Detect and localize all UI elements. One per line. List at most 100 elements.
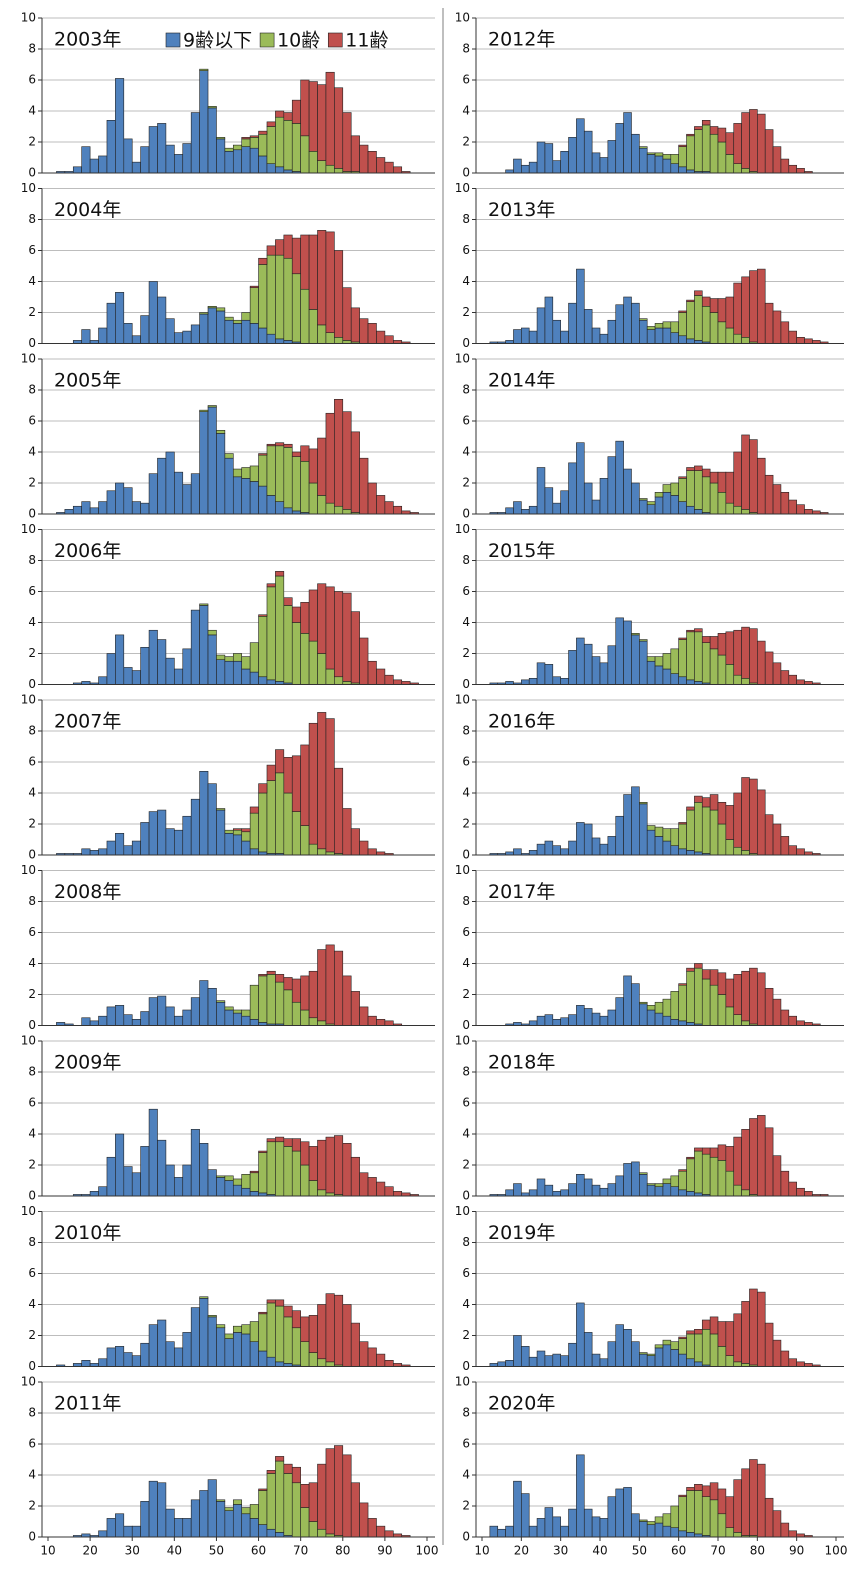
y-tick-label: 6 [28, 243, 36, 257]
bar [190, 609, 200, 685]
bar [384, 1020, 394, 1026]
bar [686, 301, 695, 340]
bar [131, 1018, 141, 1026]
y-tick-label: 4 [28, 1297, 36, 1311]
bar [749, 270, 758, 343]
bar [81, 501, 91, 515]
bar [207, 106, 217, 109]
y-tick-label: 8 [28, 1406, 36, 1420]
bar [325, 164, 335, 174]
bar [583, 1332, 593, 1367]
bar [393, 505, 403, 515]
bar [646, 1183, 656, 1186]
bar [733, 123, 742, 165]
bar [607, 319, 617, 344]
y-tick-label: 4 [28, 956, 36, 970]
bar [646, 152, 656, 155]
bar [81, 329, 91, 344]
bar [513, 1183, 522, 1197]
bar [678, 478, 687, 502]
bar [266, 163, 276, 174]
bar [678, 822, 687, 825]
bar [615, 617, 624, 685]
bar [576, 1174, 585, 1197]
bar [308, 309, 318, 344]
bar [317, 712, 327, 850]
bar [646, 1184, 656, 1197]
bar [308, 1180, 318, 1197]
bar [232, 1184, 243, 1197]
bar [359, 1006, 369, 1026]
bar [701, 1319, 711, 1330]
bar [686, 338, 695, 344]
bar [275, 442, 285, 447]
bar [654, 327, 664, 344]
bar [654, 656, 664, 667]
bar [275, 116, 285, 168]
bar [701, 636, 711, 643]
bar [678, 639, 687, 678]
bar [376, 330, 386, 344]
y-tick-label: 8 [462, 42, 470, 56]
panel-title: 2018年 [488, 1052, 555, 1074]
bar [686, 133, 695, 137]
bar [717, 1160, 727, 1197]
bar [701, 468, 711, 478]
bar [631, 634, 640, 685]
bar [733, 674, 742, 685]
bar [521, 327, 530, 344]
bar [717, 1513, 727, 1538]
bar [241, 467, 251, 479]
bar [325, 718, 335, 853]
bar [521, 1493, 530, 1538]
bar [694, 509, 703, 515]
bar [670, 648, 679, 674]
bar [241, 478, 251, 515]
bar [521, 1346, 530, 1367]
bar [190, 997, 200, 1026]
y-tick-label: 10 [455, 693, 470, 707]
bar [749, 1118, 758, 1195]
bar [249, 812, 259, 850]
bar [224, 832, 234, 856]
bar [106, 1347, 116, 1367]
bar [317, 230, 327, 326]
bar [140, 1501, 150, 1538]
bar [342, 112, 352, 172]
bar [694, 963, 703, 969]
y-tick-label: 4 [462, 956, 470, 970]
bar [165, 1508, 175, 1538]
bar [757, 1115, 766, 1197]
bar [275, 749, 285, 774]
bar [780, 158, 790, 174]
bar [266, 974, 276, 1025]
bar [717, 823, 727, 856]
bar [283, 1463, 293, 1474]
bar [325, 1448, 335, 1535]
y-tick-label: 0 [462, 1189, 470, 1203]
bar [560, 330, 569, 344]
bar [241, 319, 251, 344]
bar [552, 845, 561, 856]
y-tick-label: 6 [462, 243, 470, 257]
bar [342, 808, 352, 856]
bar [662, 327, 672, 344]
bar [148, 1480, 158, 1538]
y-tick-label: 2 [462, 817, 470, 831]
bar [123, 1352, 133, 1367]
bar [207, 629, 217, 636]
bar [232, 829, 243, 836]
bar [359, 144, 369, 174]
bar [686, 629, 695, 633]
bar [583, 643, 593, 685]
bar [568, 302, 577, 344]
bar [224, 829, 234, 834]
bar [764, 129, 774, 174]
bar [249, 323, 259, 344]
bar [131, 1355, 141, 1367]
bar [686, 1333, 695, 1360]
bar [544, 1184, 554, 1197]
bar [384, 1186, 394, 1197]
bar [796, 1187, 805, 1197]
bar [646, 825, 656, 831]
